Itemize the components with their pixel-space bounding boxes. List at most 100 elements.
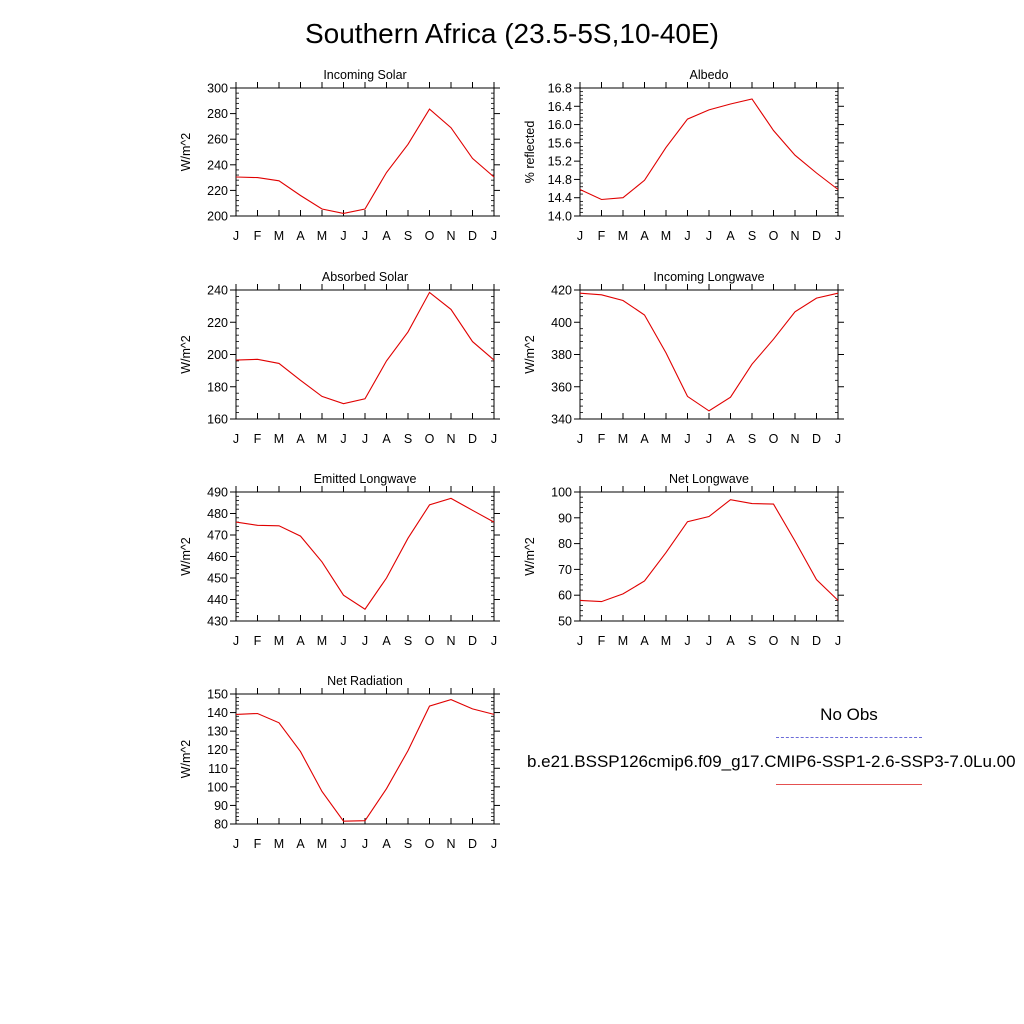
x-tick-label: J bbox=[684, 634, 690, 648]
x-tick-label: F bbox=[598, 432, 606, 446]
y-tick-label: 260 bbox=[207, 133, 228, 147]
x-tick-label: J bbox=[835, 229, 841, 243]
x-tick-label: M bbox=[317, 229, 327, 243]
x-tick-label: A bbox=[726, 432, 735, 446]
x-tick-label: F bbox=[254, 837, 262, 851]
x-tick-label: F bbox=[254, 634, 262, 648]
x-tick-label: M bbox=[661, 634, 671, 648]
series-line bbox=[579, 98, 839, 201]
y-tick-label: 240 bbox=[207, 284, 228, 298]
x-tick-label: J bbox=[362, 634, 368, 648]
y-tick-label: 16.8 bbox=[548, 82, 572, 96]
y-tick-label: 50 bbox=[558, 615, 572, 629]
y-tick-label: 490 bbox=[207, 486, 228, 500]
x-tick-label: J bbox=[577, 634, 583, 648]
x-tick-label: M bbox=[618, 432, 628, 446]
x-tick-label: M bbox=[274, 634, 284, 648]
x-tick-label: N bbox=[790, 229, 799, 243]
x-tick-label: M bbox=[661, 229, 671, 243]
y-tick-label: 280 bbox=[207, 107, 228, 121]
plot-frame bbox=[579, 87, 839, 217]
y-tick-label: 15.2 bbox=[548, 155, 572, 169]
x-tick-label: F bbox=[254, 229, 262, 243]
y-tick-label: 360 bbox=[551, 380, 572, 394]
x-tick-label: N bbox=[446, 634, 455, 648]
y-tick-label: 220 bbox=[207, 184, 228, 198]
plot-frame bbox=[235, 289, 495, 420]
x-tick-label: D bbox=[468, 837, 477, 851]
x-tick-label: A bbox=[640, 432, 649, 446]
plot-frame bbox=[235, 87, 495, 217]
y-tick-label: 100 bbox=[551, 486, 572, 500]
y-tick-label: 460 bbox=[207, 550, 228, 564]
y-tick-label: 90 bbox=[214, 799, 228, 813]
x-tick-label: M bbox=[618, 634, 628, 648]
legend-obs-label: No Obs bbox=[820, 705, 878, 724]
y-tick-label: 16.0 bbox=[548, 118, 572, 132]
chart-title: Emitted Longwave bbox=[314, 472, 417, 486]
series-line bbox=[235, 497, 495, 610]
y-tick-label: 180 bbox=[207, 380, 228, 394]
x-tick-label: J bbox=[340, 837, 346, 851]
chart-title: Incoming Longwave bbox=[653, 270, 764, 284]
y-tick-label: 14.4 bbox=[548, 191, 572, 205]
y-tick-label: 470 bbox=[207, 529, 228, 543]
x-tick-label: A bbox=[726, 634, 735, 648]
y-tick-label: 70 bbox=[558, 563, 572, 577]
x-tick-label: J bbox=[577, 229, 583, 243]
y-tick-label: 90 bbox=[558, 511, 572, 525]
x-tick-label: M bbox=[274, 837, 284, 851]
y-axis-label: W/m^2 bbox=[179, 133, 193, 172]
y-tick-label: 14.0 bbox=[548, 210, 572, 224]
x-tick-label: J bbox=[706, 229, 712, 243]
y-tick-label: 200 bbox=[207, 348, 228, 362]
x-tick-label: A bbox=[382, 432, 391, 446]
y-tick-label: 420 bbox=[551, 284, 572, 298]
chart-title: Incoming Solar bbox=[323, 68, 406, 82]
x-tick-label: A bbox=[640, 634, 649, 648]
x-tick-label: J bbox=[491, 837, 497, 851]
chart-title: Absorbed Solar bbox=[322, 270, 408, 284]
y-axis-label: W/m^2 bbox=[523, 335, 537, 374]
x-tick-label: J bbox=[491, 634, 497, 648]
y-tick-label: 450 bbox=[207, 572, 228, 586]
x-tick-label: J bbox=[577, 432, 583, 446]
x-tick-label: A bbox=[382, 229, 391, 243]
y-tick-label: 110 bbox=[208, 762, 228, 776]
x-tick-label: S bbox=[404, 432, 412, 446]
x-tick-label: D bbox=[468, 432, 477, 446]
page-title: Southern Africa (23.5-5S,10-40E) bbox=[304, 18, 719, 49]
x-tick-label: A bbox=[382, 837, 391, 851]
series-line bbox=[235, 108, 495, 214]
x-tick-label: S bbox=[748, 432, 756, 446]
series-line bbox=[235, 291, 495, 405]
x-tick-label: J bbox=[684, 229, 690, 243]
y-tick-label: 340 bbox=[551, 413, 572, 427]
x-tick-label: N bbox=[790, 634, 799, 648]
x-tick-label: M bbox=[274, 432, 284, 446]
x-tick-label: M bbox=[274, 229, 284, 243]
chart-panel: Emitted Longwave W/m^2 430 440 450 460 470 480 4… bbox=[179, 472, 500, 648]
x-tick-label: J bbox=[362, 432, 368, 446]
x-tick-label: S bbox=[404, 837, 412, 851]
x-tick-label: M bbox=[317, 432, 327, 446]
x-tick-label: J bbox=[835, 432, 841, 446]
x-tick-label: O bbox=[425, 229, 435, 243]
x-tick-label: J bbox=[835, 634, 841, 648]
y-tick-label: 400 bbox=[551, 316, 572, 330]
y-tick-label: 140 bbox=[207, 706, 228, 720]
y-tick-label: 80 bbox=[558, 537, 572, 551]
x-tick-label: A bbox=[382, 634, 391, 648]
x-tick-label: M bbox=[317, 634, 327, 648]
chart-panel: Albedo % reflected 14.0 14.4 14.8 15.2 15.6 16.… bbox=[523, 68, 844, 243]
y-tick-label: 220 bbox=[207, 316, 228, 330]
plot-frame bbox=[235, 693, 495, 825]
x-tick-label: S bbox=[404, 634, 412, 648]
x-tick-label: J bbox=[233, 634, 239, 648]
y-tick-label: 160 bbox=[207, 413, 228, 427]
chart-title: Albedo bbox=[690, 68, 729, 82]
x-tick-label: F bbox=[598, 229, 606, 243]
x-tick-label: J bbox=[233, 837, 239, 851]
